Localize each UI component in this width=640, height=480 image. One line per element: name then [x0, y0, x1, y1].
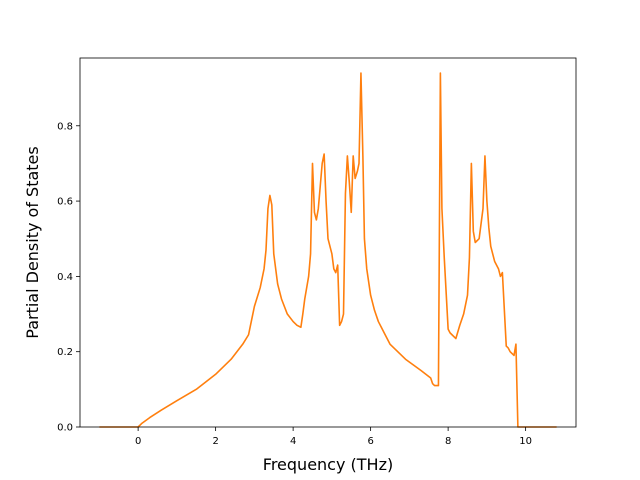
x-axis-ticks: 0 2 4 6 8 10	[135, 427, 532, 447]
plot-area	[99, 72, 557, 428]
y-axis-ticks: 0.0 0.2 0.4 0.6 0.8	[57, 121, 80, 434]
y-tick-label: 0.0	[57, 423, 73, 434]
y-tick-label: 0.6	[57, 197, 73, 208]
x-tick-label: 8	[445, 436, 451, 447]
x-tick-label: 10	[519, 436, 532, 447]
axes-frame	[79, 57, 577, 428]
x-tick-label: 2	[212, 436, 218, 447]
y-axis-label: Partial Density of States	[23, 146, 42, 338]
pdos-series-line	[99, 72, 557, 428]
x-tick-label: 4	[290, 436, 296, 447]
y-tick-label: 0.2	[57, 347, 73, 358]
x-axis-label: Frequency (THz)	[263, 455, 393, 474]
x-tick-label: 0	[135, 436, 141, 447]
x-tick-label: 6	[367, 436, 373, 447]
y-tick-label: 0.4	[57, 272, 73, 283]
y-tick-label: 0.8	[57, 121, 73, 132]
